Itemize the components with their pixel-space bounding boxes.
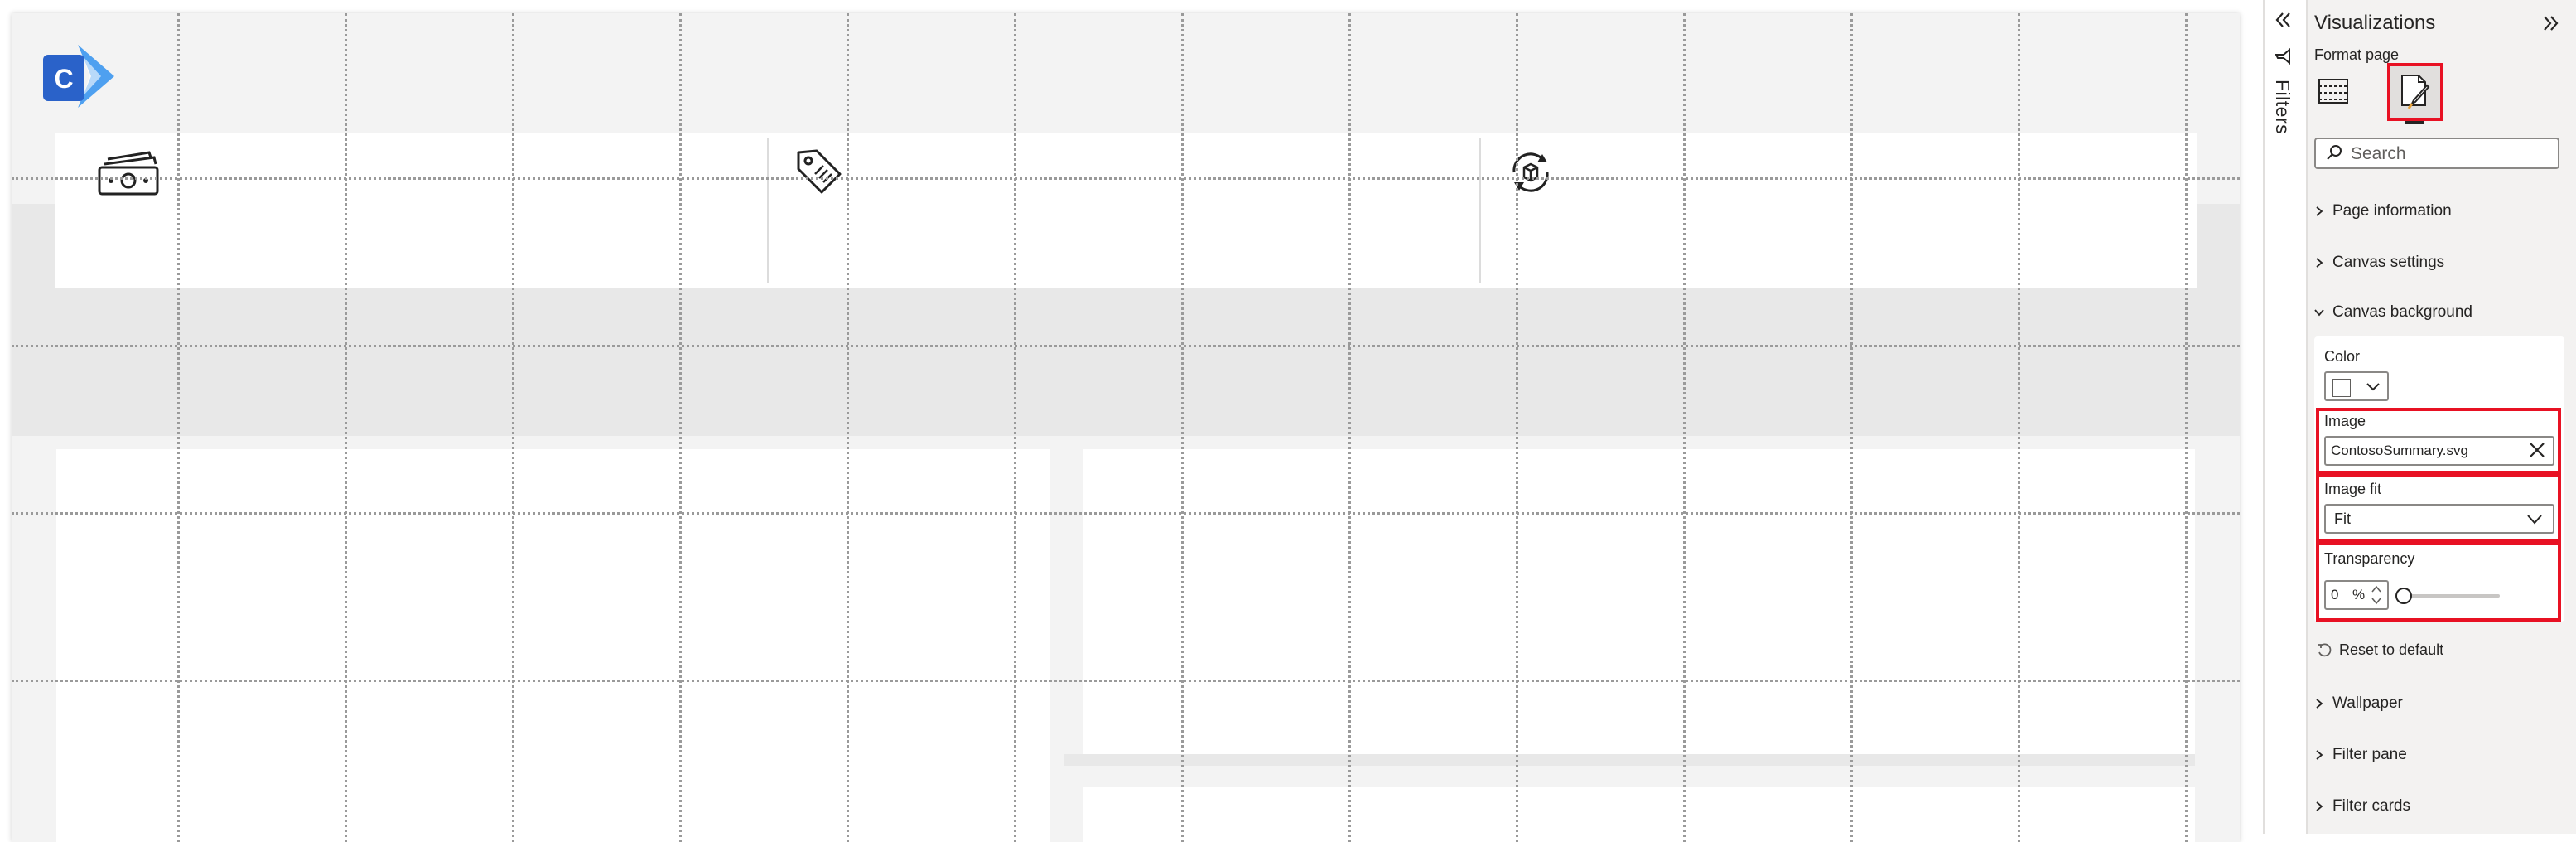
tab-build-visual[interactable] [2311,68,2362,119]
chevron-down-icon [2314,309,2324,317]
section-page-information[interactable]: Page information [2314,199,2452,224]
chevron-down-icon [2366,383,2380,391]
grid-line [2185,13,2188,842]
close-icon[interactable] [2528,441,2546,463]
chevron-down-icon [2527,515,2542,525]
grid-line [1014,13,1016,842]
chevron-right-icon [2316,750,2323,760]
grid-line [847,13,849,842]
grid-line [1850,13,1853,842]
reset-label: Reset to default [2339,641,2444,658]
image-fit-highlight [2316,474,2561,542]
active-tab-indicator [2405,121,2424,124]
reset-icon [2318,642,2332,656]
grid-line [177,13,180,842]
section-label: Filter cards [2332,797,2410,815]
section-label: Wallpaper [2332,694,2403,712]
search-icon [2324,143,2344,167]
section-wallpaper[interactable]: Wallpaper [2314,691,2403,716]
grid-line [1348,13,1351,842]
grid-line [679,13,682,842]
contoso-logo: C [40,41,116,111]
visual-placeholder-right-top [1083,449,2195,754]
stepper-arrows-icon[interactable] [2371,583,2382,607]
grid-line [12,512,2240,515]
image-fit-label: Image fit [2324,481,2382,497]
grid-line [2018,13,2020,842]
image-setting-highlight [2316,408,2561,474]
kpi-card-divider [767,138,769,283]
visual-placeholder-left [56,449,1050,842]
format-paintbrush-icon [2401,75,2430,109]
chevron-right-icon [2316,801,2323,811]
grid-line [12,177,2240,180]
section-label: Canvas background [2332,303,2472,321]
reset-to-default-button[interactable]: Reset to default [2316,641,2443,659]
section-label: Page information [2332,202,2452,220]
transparency-slider-thumb[interactable] [2395,588,2412,604]
report-canvas-area: C [12,13,2240,842]
visual-gap [1064,754,2195,766]
image-fit-dropdown[interactable] [2324,504,2554,534]
product-cycle-icon [1506,148,1556,197]
section-filter-pane[interactable]: Filter pane [2314,743,2407,767]
image-file-field[interactable] [2324,436,2554,466]
tab-format-page[interactable] [2387,63,2443,121]
money-icon [96,149,162,199]
color-label: Color [2324,348,2361,365]
grid-table-icon [2318,79,2348,104]
format-page-label: Format page [2314,46,2400,63]
image-file-name: ContosoSummary.svg [2331,443,2468,458]
chevron-right-icon [2316,699,2323,709]
search-placeholder: Search [2351,144,2406,163]
logo-letter: C [54,64,73,94]
transparency-unit: % [2352,587,2366,602]
visualizations-title: Visualizations [2314,12,2436,34]
filters-pane-collapsed[interactable] [2263,0,2306,834]
chevron-right-icon [2316,206,2323,216]
filters-label[interactable]: Filters [2272,80,2294,135]
format-search-input[interactable] [2314,138,2559,169]
price-tag-icon [794,146,845,197]
collapse-pane-icon[interactable] [2540,12,2563,39]
grid-line [12,345,2240,347]
grid-line [1181,13,1184,842]
transparency-highlight [2316,542,2561,622]
grid-line [12,680,2240,682]
grid-line [512,13,514,842]
color-picker-button[interactable] [2324,371,2389,401]
section-canvas-settings[interactable]: Canvas settings [2314,250,2444,275]
color-swatch [2332,379,2351,397]
logo-icon: C [43,45,114,108]
expand-filters-icon[interactable] [2271,8,2294,36]
transparency-stepper[interactable] [2324,580,2389,610]
visual-placeholder-right-bottom [1083,787,2195,842]
image-label: Image [2324,413,2366,429]
grid-line [345,13,347,842]
filter-funnel-icon [2274,46,2294,70]
kpi-card-divider [1479,138,1481,283]
transparency-slider-track[interactable] [2402,594,2500,598]
report-page-canvas[interactable]: C [12,13,2240,842]
image-fit-value: Fit [2334,511,2351,527]
section-filter-cards[interactable]: Filter cards [2314,794,2410,819]
kpi-cards-container [55,133,2197,288]
section-canvas-background[interactable]: Canvas background [2314,300,2472,325]
grid-line [1516,13,1518,842]
transparency-label: Transparency [2324,550,2415,567]
grid-line [1683,13,1686,842]
chevron-right-icon [2316,258,2323,268]
section-label: Canvas settings [2332,254,2445,271]
transparency-value: 0 [2331,587,2339,602]
section-label: Filter pane [2332,746,2407,763]
